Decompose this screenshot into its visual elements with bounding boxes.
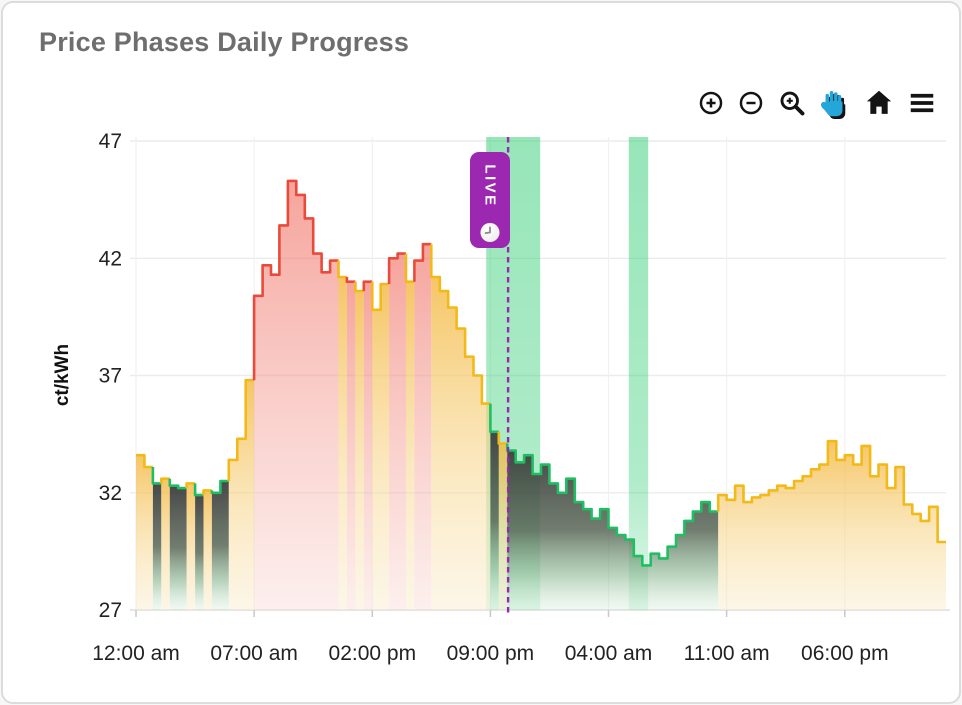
svg-text:27: 27 — [99, 599, 122, 622]
phase-line-normal — [430, 244, 491, 405]
phase-line-low — [210, 479, 229, 495]
reset-view-button[interactable] — [863, 87, 895, 119]
phase-fill-normal — [186, 483, 196, 610]
phase-fill-high — [389, 253, 406, 610]
phase-line-low — [151, 467, 162, 485]
svg-text:42: 42 — [99, 247, 122, 270]
hand-icon — [821, 91, 846, 119]
phase-fill-low — [169, 485, 187, 610]
phase-line-normal — [185, 482, 196, 489]
phase-line-normal — [227, 378, 255, 481]
phase-line-normal — [371, 281, 390, 312]
phase-line-low — [193, 483, 204, 497]
circle-plus-icon — [699, 91, 723, 115]
phase-fill-low — [195, 495, 204, 610]
svg-text:37: 37 — [99, 365, 122, 388]
price-step-lines — [136, 179, 946, 567]
phase-line-normal — [497, 431, 508, 445]
circle-minus-icon — [739, 91, 763, 115]
phase-fill-low — [152, 483, 162, 610]
phase-fill-normal — [431, 277, 491, 610]
price-chart-svg: 27 32 37 42 47 12:00 am 07:00 am 02:00 pm 09:00 … — [52, 130, 950, 665]
clock-icon — [480, 222, 500, 243]
phase-fill-low — [211, 481, 229, 610]
phase-line-high — [252, 179, 339, 381]
svg-text:09:00 pm: 09:00 pm — [447, 642, 535, 665]
phase-line-low — [168, 478, 187, 490]
magnifier-plus-icon — [780, 91, 805, 116]
phase-fill-normal — [372, 284, 390, 610]
y-axis-title: ct/kWh — [52, 344, 73, 406]
svg-text:47: 47 — [99, 130, 122, 153]
price-area-fills — [136, 180, 946, 610]
phase-fill-low — [490, 431, 499, 610]
phase-line-normal — [160, 477, 170, 484]
hamburger-menu-icon — [910, 93, 934, 113]
menu-button[interactable] — [907, 88, 937, 118]
price-chart-canvas[interactable]: 27 32 37 42 47 12:00 am 07:00 am 02:00 pm 09:00 … — [3, 3, 959, 702]
phase-fill-high — [363, 281, 373, 610]
phase-fill-low — [507, 450, 719, 610]
phase-line-normal — [202, 489, 212, 496]
phase-line-normal — [337, 260, 347, 279]
svg-text:12:00 am: 12:00 am — [92, 642, 180, 665]
pan-button[interactable] — [819, 87, 851, 119]
live-badge: LIVE — [470, 152, 510, 248]
phase-fill-high — [254, 180, 339, 610]
svg-text:06:00 pm: 06:00 pm — [801, 642, 889, 665]
phase-fill-high — [414, 244, 432, 610]
phase-line-low — [506, 443, 719, 567]
phase-fill-normal — [203, 490, 212, 610]
svg-text:07:00 am: 07:00 am — [210, 642, 298, 665]
svg-text:11:00 am: 11:00 am — [684, 642, 770, 665]
zoom-in-button[interactable] — [697, 89, 725, 117]
zoom-out-button[interactable] — [737, 89, 765, 117]
phase-line-high — [362, 280, 373, 292]
phase-line-normal — [716, 439, 946, 544]
phase-fill-normal — [338, 277, 347, 610]
x-axis-tick-labels: 12:00 am 07:00 am 02:00 pm 09:00 pm 04:00 am… — [92, 642, 888, 665]
phase-line-high — [387, 252, 406, 284]
phase-line-normal — [354, 281, 364, 293]
phase-fill-normal — [355, 291, 364, 610]
phase-fill-normal — [406, 281, 415, 610]
phase-fill-normal — [136, 455, 153, 610]
svg-text:02:00 pm: 02:00 pm — [329, 642, 417, 665]
phase-line-normal — [404, 253, 415, 283]
chart-title: Price Phases Daily Progress — [39, 27, 410, 57]
live-badge-label: LIVE — [481, 164, 499, 208]
phase-line-high — [413, 242, 432, 282]
phase-fill-high — [346, 281, 356, 610]
phase-fill-normal — [718, 441, 946, 610]
home-icon — [866, 90, 892, 114]
svg-text:04:00 am: 04:00 am — [565, 642, 653, 665]
phase-line-high — [345, 277, 356, 283]
x-axis-ticks — [135, 610, 846, 617]
phase-line-low — [489, 403, 499, 434]
y-axis-tick-labels: 27 32 37 42 47 — [99, 130, 122, 622]
box-zoom-button[interactable] — [777, 88, 807, 118]
phase-line-normal — [136, 453, 153, 469]
phase-fill-normal — [228, 380, 255, 610]
svg-text:32: 32 — [99, 482, 122, 505]
phase-fill-normal — [498, 443, 508, 610]
chart-toolbar — [697, 87, 937, 119]
phase-fill-normal — [161, 478, 170, 610]
